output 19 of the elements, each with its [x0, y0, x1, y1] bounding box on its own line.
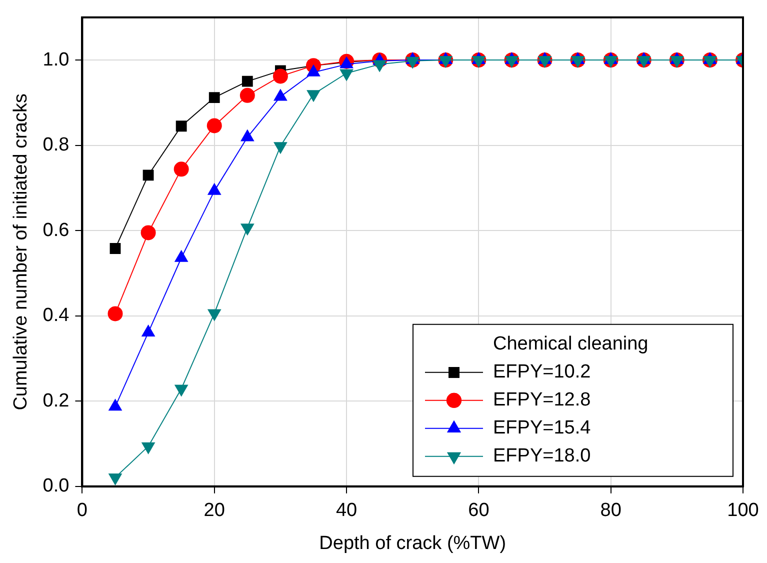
legend-title: Chemical cleaning	[493, 334, 648, 355]
y-tick-label: 1.0	[42, 49, 70, 70]
y-axis-title: Cumulative number of initiated cracks	[10, 93, 32, 410]
x-tick-label: 40	[336, 500, 358, 522]
y-tick-label: 0.2	[42, 390, 70, 412]
x-tick-label: 20	[204, 500, 225, 522]
x-tick-label: 60	[468, 500, 490, 522]
x-tick-label: 0	[76, 500, 88, 522]
y-tick-label: 0.4	[42, 305, 70, 326]
legend-label: EFPY=18.0	[493, 446, 591, 467]
y-tick-label: 0.6	[42, 220, 70, 241]
x-tick-label: 80	[600, 500, 622, 522]
x-axis-title: Depth of crack (%TW)	[319, 532, 506, 554]
x-tick-label: 100	[727, 500, 759, 522]
legend-label: EFPY=10.2	[493, 362, 591, 383]
legend-label: EFPY=15.4	[493, 418, 592, 439]
y-tick-label: 0.8	[42, 134, 70, 156]
legend-label: EFPY=12.8	[493, 390, 591, 411]
y-tick-label: 0.0	[42, 476, 70, 497]
